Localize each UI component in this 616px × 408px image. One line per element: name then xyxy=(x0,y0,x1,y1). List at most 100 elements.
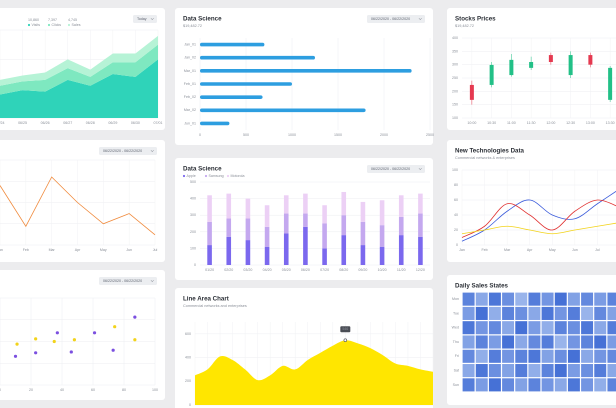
heat-cell xyxy=(475,321,488,335)
y-tick-label: 600 xyxy=(185,332,191,336)
legend-total: 10,860 xyxy=(28,18,39,22)
x-tick-label: 06/25 xyxy=(18,121,27,125)
y-tick-label: 0 xyxy=(194,263,196,267)
row-label: Fri xyxy=(455,354,459,358)
bar-segment xyxy=(226,236,232,265)
x-tick-label: 03/20 xyxy=(243,268,252,272)
heat-cell xyxy=(567,364,580,378)
date-button-label[interactable]: 06/22/2020 - 06/22/2020 xyxy=(371,167,410,171)
bar-segment xyxy=(303,213,308,227)
bar-segment xyxy=(264,226,270,247)
date-button-label[interactable]: 06/22/2020 - 06/22/2020 xyxy=(371,17,410,21)
heat-cell xyxy=(541,292,554,306)
heat-cell xyxy=(515,335,528,349)
x-tick-label: May xyxy=(100,248,107,252)
bar-segment xyxy=(245,198,251,219)
x-tick-label: Feb xyxy=(23,248,29,252)
x-tick-label: 10:00 xyxy=(467,121,476,125)
bar-segment xyxy=(322,223,327,249)
heat-cell xyxy=(502,364,515,378)
x-tick-label: 20 xyxy=(29,388,33,392)
heat-cell xyxy=(554,364,567,378)
bar-segment xyxy=(245,240,251,265)
x-tick-label: 06/26 xyxy=(41,121,50,125)
bar xyxy=(200,55,315,60)
scatter-point xyxy=(92,331,97,335)
x-tick-label: 06/24 xyxy=(0,121,5,125)
scatter-point xyxy=(13,354,18,358)
heat-cell xyxy=(607,349,616,363)
x-tick-label: Jan xyxy=(459,248,465,252)
heat-cell xyxy=(462,321,475,335)
heat-cell xyxy=(567,335,580,349)
x-tick-label: 06/27 xyxy=(63,121,72,125)
date-button-label[interactable]: 06/22/2020 - 06/22/2020 xyxy=(103,149,142,153)
heat-cell xyxy=(541,364,554,378)
legend-swatch xyxy=(47,23,51,27)
heat-cell xyxy=(541,321,554,335)
bar xyxy=(200,108,366,113)
heat-cell xyxy=(528,306,541,320)
heat-cell xyxy=(502,378,515,392)
scatter-point xyxy=(133,338,137,342)
bar xyxy=(200,82,292,86)
heat-cell xyxy=(475,335,488,349)
x-tick-label: 06/20 xyxy=(301,268,310,272)
bar-segment xyxy=(322,205,327,224)
bar-segment xyxy=(207,195,212,222)
heat-cell xyxy=(462,306,475,320)
heat-cell xyxy=(502,306,515,320)
date-button-label[interactable]: Today xyxy=(137,17,147,21)
scatter-point xyxy=(72,338,76,342)
heat-cell xyxy=(528,364,541,378)
tooltip-label: 546 xyxy=(342,327,348,331)
heat-cell xyxy=(475,306,488,320)
heat-cell xyxy=(607,306,616,320)
x-tick-label: 06/30 xyxy=(131,121,140,125)
bar-segment xyxy=(418,193,423,214)
date-button[interactable] xyxy=(99,277,157,285)
date-button[interactable] xyxy=(367,165,425,173)
y-tick-label: 300 xyxy=(190,213,196,217)
heat-cell xyxy=(502,335,515,349)
bar-segment xyxy=(341,215,347,236)
heat-cell xyxy=(488,321,501,335)
heat-cell xyxy=(515,292,528,306)
x-tick-label: 2500 xyxy=(426,133,434,137)
heat-cell xyxy=(515,306,528,320)
heat-cell xyxy=(488,378,501,392)
area xyxy=(0,35,158,86)
legend-label: Samsung xyxy=(209,174,224,178)
chevron-icon xyxy=(418,168,422,170)
bar-segment xyxy=(398,195,404,217)
bar-segment xyxy=(283,233,289,265)
x-tick-label: 09/20 xyxy=(358,268,367,272)
x-tick-label: Apr xyxy=(75,248,81,252)
x-tick-label: 1000 xyxy=(288,133,296,137)
bar xyxy=(200,42,265,47)
y-tick-label: 0 xyxy=(456,243,458,247)
bar-segment xyxy=(360,221,366,246)
y-tick-label: 0 xyxy=(189,403,191,407)
x-tick-label: Apr xyxy=(527,248,533,252)
heat-cell xyxy=(528,292,541,306)
date-button[interactable] xyxy=(367,15,425,23)
heat-cell xyxy=(462,364,475,378)
card-title: New Technologies Data xyxy=(455,148,525,155)
date-button[interactable] xyxy=(133,15,157,23)
candle-body xyxy=(568,55,573,76)
card-subtitle: Commercial networks and enterprises xyxy=(183,304,247,308)
date-button-label[interactable]: 06/22/2020 - 06/22/2020 xyxy=(103,279,142,283)
heat-cell xyxy=(607,335,616,349)
date-button[interactable] xyxy=(99,147,157,155)
card xyxy=(0,140,165,262)
heat-cell xyxy=(554,306,567,320)
bar-segment xyxy=(207,245,212,265)
candle-body xyxy=(548,55,553,62)
legend-swatch xyxy=(67,23,71,27)
heat-cell xyxy=(488,364,501,378)
x-tick-label: 04/20 xyxy=(263,268,272,272)
candle-body xyxy=(588,55,593,65)
heat-cell xyxy=(581,321,594,335)
